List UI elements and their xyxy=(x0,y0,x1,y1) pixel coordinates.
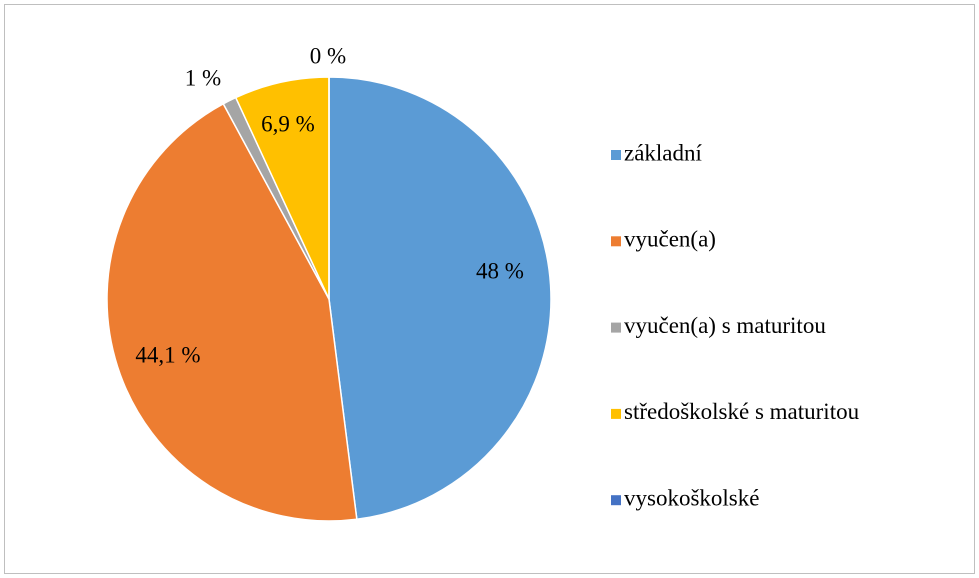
data-label: 44,1 % xyxy=(135,342,200,367)
legend-label: středoškolské s maturitou xyxy=(624,399,860,424)
legend-swatch xyxy=(611,236,621,247)
pie-slice xyxy=(106,102,358,522)
legend-label: základní xyxy=(624,140,703,165)
data-label: 1 % xyxy=(185,65,221,90)
legend-label: vyučen(a) s maturitou xyxy=(624,313,826,338)
legend-swatch xyxy=(611,322,621,333)
legend-swatch xyxy=(611,495,621,506)
data-label: 0 % xyxy=(310,43,346,68)
legend-label: vyučen(a) xyxy=(624,227,716,252)
legend-label: vysokoškolské xyxy=(624,485,759,510)
legend-swatch xyxy=(611,150,621,160)
legend-swatch xyxy=(611,408,621,419)
data-label: 6,9 % xyxy=(261,111,315,136)
pie-slice xyxy=(328,76,552,521)
data-label: 48 % xyxy=(476,258,524,283)
